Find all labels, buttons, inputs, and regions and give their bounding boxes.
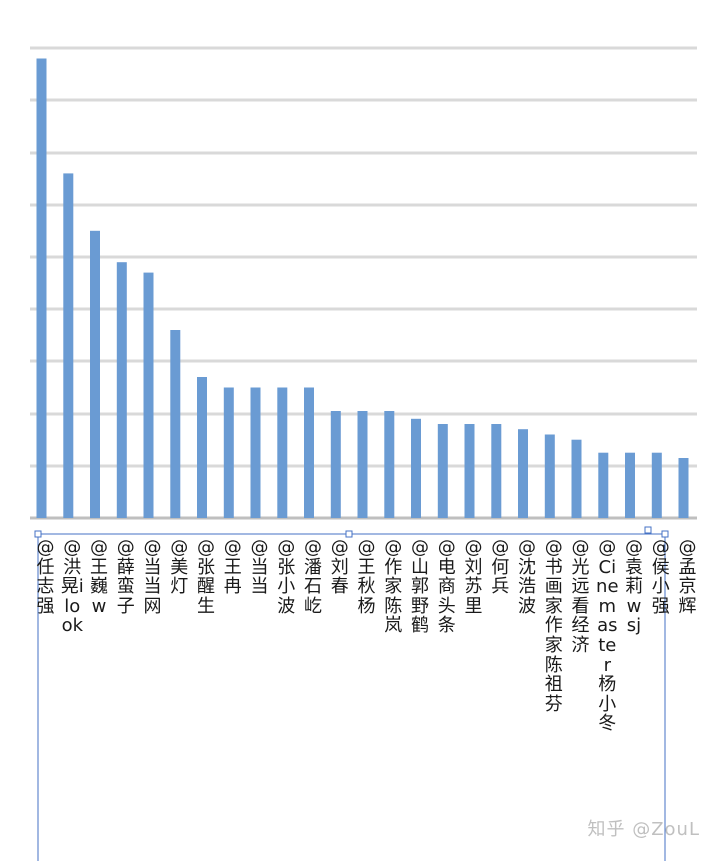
category-label: @孟京辉 — [678, 537, 697, 617]
category-label: @何兵 — [491, 537, 510, 598]
category-label: @电商头条 — [437, 537, 456, 637]
category-label: @作家陈岚 — [384, 537, 403, 637]
category-label: @光远看经济 — [571, 537, 590, 656]
bar — [116, 262, 127, 518]
category-label: @张小波 — [277, 537, 296, 617]
bar — [36, 58, 47, 518]
frame-handle — [661, 530, 669, 538]
bar — [491, 424, 502, 518]
bar — [571, 439, 582, 518]
bar — [304, 387, 314, 518]
category-label: @Cinemaster杨小冬 — [596, 537, 619, 735]
bar — [63, 173, 74, 518]
bar — [223, 387, 234, 518]
bar — [598, 452, 609, 518]
category-label: @刘春 — [330, 537, 349, 598]
category-label: @沈浩波 — [518, 537, 536, 617]
category-label: @刘苏里 — [464, 537, 483, 617]
bar — [90, 230, 100, 519]
bar — [678, 458, 689, 518]
frame-handle — [345, 530, 353, 538]
category-label: @山郭野鹤 — [411, 537, 429, 637]
frame-handle — [644, 526, 652, 534]
watermark: 知乎 @ZouL — [587, 819, 700, 840]
category-label: @王秋杨 — [357, 537, 376, 617]
bars — [36, 58, 689, 519]
category-label: @袁莉wsj — [625, 537, 643, 637]
bar — [170, 330, 181, 518]
bar — [437, 424, 448, 518]
bar — [464, 424, 475, 518]
bar — [411, 418, 421, 518]
bar — [143, 272, 154, 518]
bar — [330, 411, 341, 518]
category-label: @洪晃ilook — [60, 537, 84, 637]
label-frame — [34, 526, 669, 861]
category-label: @当当网 — [143, 537, 162, 617]
category-label: @王冉 — [223, 537, 242, 598]
bar — [544, 434, 555, 518]
category-label: @潘石屹 — [304, 537, 322, 617]
category-label: @侯小强 — [651, 537, 670, 617]
bar — [277, 387, 288, 518]
bar — [651, 452, 662, 518]
category-label: @当当 — [250, 537, 269, 598]
bar — [625, 452, 635, 518]
category-label: @任志强 — [36, 537, 55, 617]
bar — [384, 411, 395, 518]
category-label: @薛蛮子 — [116, 537, 135, 617]
bar — [250, 387, 261, 518]
bar — [518, 429, 528, 518]
category-label: @书画家作家陈祖芬 — [544, 537, 563, 715]
gridlines — [30, 46, 697, 520]
category-label: @王巍w — [90, 537, 108, 617]
bar — [357, 411, 368, 518]
frame-handle — [34, 530, 42, 538]
category-label: @张醒生 — [197, 537, 215, 617]
bar — [197, 377, 207, 518]
category-label: @美灯 — [170, 537, 189, 598]
